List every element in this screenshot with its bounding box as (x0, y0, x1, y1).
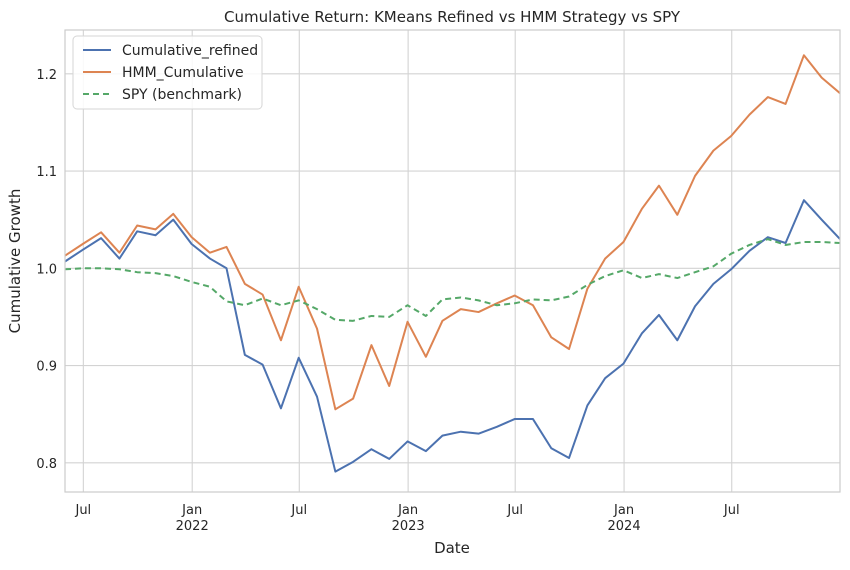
x-tick-year-label: 2024 (608, 519, 641, 534)
series-line-0 (65, 199, 840, 473)
plot-frame (64, 29, 841, 493)
y-tick-labels: 0.8 0.9 1.0 1.1 1.2 (36, 68, 57, 472)
series-layer (65, 54, 840, 473)
x-tick-label: Jan (613, 503, 634, 518)
y-tick-label: 1.1 (36, 165, 57, 180)
legend-label: HMM_Cumulative (122, 65, 244, 81)
legend-label: Cumulative_refined (122, 43, 258, 59)
x-tick-label: Jul (723, 503, 740, 518)
y-tick-label: 0.8 (36, 457, 57, 472)
x-tick-label: Jul (290, 503, 307, 518)
legend-box (72, 35, 263, 110)
y-tick-label: 1.0 (36, 262, 57, 277)
x-tick-label: Jul (74, 503, 91, 518)
grid (65, 30, 840, 492)
legend-label: SPY (benchmark) (122, 87, 242, 103)
y-tick-label: 0.9 (36, 360, 57, 375)
x-axis-label: Date (434, 539, 470, 557)
x-tick-label: Jan (397, 503, 418, 518)
y-axis-label: Cumulative Growth (6, 189, 24, 334)
x-tick-year-label: 2023 (392, 519, 425, 534)
x-tick-label: Jan (181, 503, 202, 518)
y-tick-label: 1.2 (36, 68, 57, 83)
series-line-1 (65, 54, 840, 411)
series-line-2 (65, 238, 840, 322)
chart-title: Cumulative Return: KMeans Refined vs HMM… (224, 8, 681, 26)
x-tick-year-label: 2022 (176, 519, 209, 534)
x-tick-label: Jul (506, 503, 523, 518)
legend: Cumulative_refined HMM_Cumulative SPY (ben… (72, 35, 263, 110)
